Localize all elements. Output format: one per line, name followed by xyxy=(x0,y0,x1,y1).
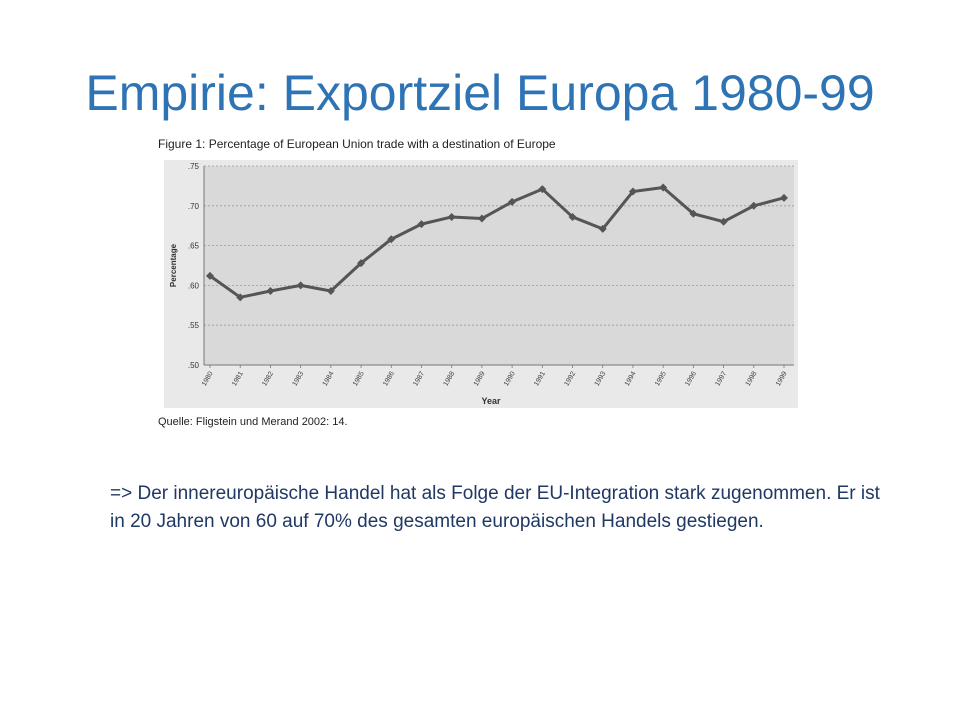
data-point xyxy=(387,235,396,244)
y-tick-label: .55 xyxy=(188,321,200,330)
data-point xyxy=(749,201,758,210)
series-layer xyxy=(206,183,788,302)
data-point xyxy=(357,259,366,268)
data-point xyxy=(296,281,305,290)
data-point xyxy=(508,197,517,206)
y-tick-labels: .50 .55 .60 .65 .70 .75 xyxy=(188,162,200,370)
source-note: Quelle: Fligstein und Merand 2002: 14. xyxy=(158,416,348,428)
slide-title: Empirie: Exportziel Europa 1980-99 xyxy=(85,65,875,121)
axes xyxy=(203,166,794,368)
figure-caption: Figure 1: Percentage of European Union t… xyxy=(158,137,556,151)
data-point xyxy=(780,193,788,202)
data-point xyxy=(266,286,275,295)
data-point xyxy=(719,217,728,226)
data-point xyxy=(689,209,698,218)
y-tick-label: .50 xyxy=(188,361,200,370)
line-chart: .50.55.60.65.70.75 1980 1981 1982 1983 1984 1… xyxy=(164,160,798,408)
body-text: => Der innereuropäische Handel hat als F… xyxy=(110,483,880,532)
data-point xyxy=(447,212,456,221)
data-point xyxy=(417,220,426,229)
data-point xyxy=(628,187,637,196)
data-point xyxy=(206,271,214,280)
data-point xyxy=(568,212,577,221)
y-tick-label: .60 xyxy=(188,281,200,290)
x-axis-label: Year xyxy=(481,396,501,406)
y-tick-label: .70 xyxy=(188,202,200,211)
y-tick-label: .75 xyxy=(188,162,200,171)
y-axis-label: Percentage xyxy=(169,243,178,287)
chart-svg: .50.55.60.65.70.75 1980 1981 1982 1983 1984 1… xyxy=(164,160,798,408)
data-point xyxy=(236,293,245,302)
plot-area xyxy=(204,166,794,365)
data-point xyxy=(538,185,547,194)
data-point xyxy=(326,286,335,295)
y-tick-label: .65 xyxy=(188,242,200,251)
data-point xyxy=(477,214,486,223)
data-point xyxy=(598,224,607,233)
series-line xyxy=(209,185,785,299)
data-point xyxy=(659,183,668,192)
